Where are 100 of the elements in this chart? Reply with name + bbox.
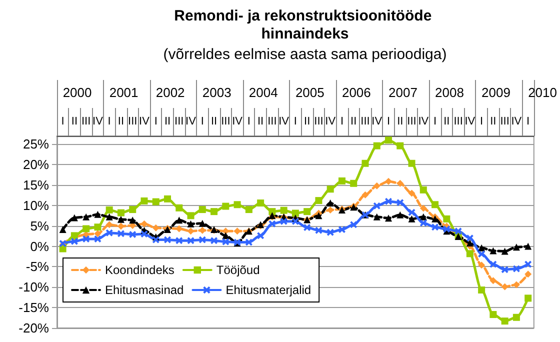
point	[129, 230, 136, 238]
x-tick-label: II	[397, 116, 404, 128]
x-tick-label: III	[500, 116, 510, 128]
text: 2004	[248, 85, 278, 100]
legend-label: Ehitusmasinad	[105, 283, 184, 297]
point	[117, 230, 124, 238]
y-tick-label: 10%	[22, 198, 50, 213]
point	[478, 262, 486, 269]
point	[129, 216, 136, 224]
point	[326, 199, 334, 206]
point	[164, 195, 171, 202]
x-tick-label: II	[444, 116, 450, 128]
x-tick-label: III	[407, 116, 416, 128]
x-tick-label: II	[350, 116, 357, 128]
chart-title: Remondi- ja rekonstruktsioonitööde hinnaindeks	[174, 8, 436, 42]
x-tick-label: I	[480, 116, 484, 128]
point	[198, 226, 206, 234]
point	[268, 208, 276, 216]
point	[315, 212, 322, 220]
point	[350, 221, 358, 228]
x-tick-label: II	[164, 116, 171, 128]
y-tick-label: 0%	[30, 238, 50, 254]
point	[420, 220, 427, 227]
point	[94, 224, 102, 231]
x-tick-label: III	[81, 116, 91, 128]
point	[94, 230, 102, 238]
y-tick-label: -20%	[18, 320, 50, 336]
x-tick-label: IV	[372, 116, 383, 128]
point	[466, 250, 474, 258]
x-tick-label: I	[433, 116, 437, 128]
y-tick-label: -15%	[18, 300, 50, 316]
y-tick-label: -5%	[26, 259, 50, 274]
point	[478, 244, 486, 252]
point	[152, 224, 160, 232]
point	[385, 214, 392, 222]
point	[140, 197, 148, 204]
x-tick-label: I	[61, 116, 64, 128]
point	[210, 237, 218, 244]
x-tick-label: III	[174, 116, 184, 128]
point	[106, 229, 113, 236]
point	[257, 232, 264, 240]
y-tick-label: 5%	[30, 218, 50, 234]
point	[373, 142, 380, 150]
point	[315, 226, 322, 234]
point	[140, 230, 148, 238]
point	[210, 208, 218, 216]
point	[292, 210, 299, 217]
x-tick-label: I	[154, 116, 158, 128]
point	[512, 281, 520, 288]
point	[222, 202, 230, 210]
point	[222, 238, 230, 246]
text: 2001	[109, 85, 138, 100]
point	[501, 318, 508, 325]
x-tick-label: III	[314, 116, 324, 128]
point	[362, 191, 369, 198]
point	[338, 226, 346, 234]
point	[94, 210, 102, 218]
x-tick-label: IV	[139, 116, 150, 128]
y-tick-label: 20%	[22, 157, 50, 172]
point	[187, 212, 194, 220]
point	[222, 232, 230, 240]
legend-label: Koondindeks	[105, 263, 174, 277]
text: 2009	[482, 85, 510, 100]
point	[501, 283, 508, 290]
point	[385, 136, 392, 144]
x-tick-label: IV	[92, 116, 104, 128]
point	[408, 215, 416, 222]
point	[152, 198, 160, 206]
point	[106, 206, 113, 214]
x-tick-label: II	[71, 116, 78, 128]
x-tick-label: II	[257, 116, 264, 128]
point	[326, 186, 334, 193]
point	[432, 224, 439, 231]
point	[140, 220, 148, 228]
point	[512, 244, 520, 251]
point	[176, 237, 183, 244]
text: 2005	[295, 85, 324, 100]
chart-subtitle: (võrreldes eelmise aasta sama perioodiga)	[163, 46, 447, 63]
x-tick-label: I	[386, 116, 390, 128]
text: 2000	[62, 85, 92, 100]
point	[280, 206, 288, 214]
point	[198, 220, 206, 227]
point	[268, 220, 276, 228]
text: 2006	[342, 85, 371, 100]
point	[59, 226, 66, 234]
text: 2003	[202, 85, 232, 100]
point	[373, 182, 380, 190]
point	[338, 177, 346, 184]
point	[466, 234, 474, 242]
point	[512, 265, 520, 272]
x-tick-label: IV	[464, 116, 476, 128]
point	[176, 204, 183, 212]
point	[198, 236, 206, 244]
point	[454, 228, 462, 235]
point	[373, 202, 380, 210]
legend-label: Ehitusmaterjalid	[226, 283, 312, 297]
x-tick-label: III	[128, 116, 138, 128]
x-tick-label: II	[304, 116, 310, 128]
point	[234, 228, 241, 235]
legend-label: Tööjõud	[216, 263, 260, 277]
